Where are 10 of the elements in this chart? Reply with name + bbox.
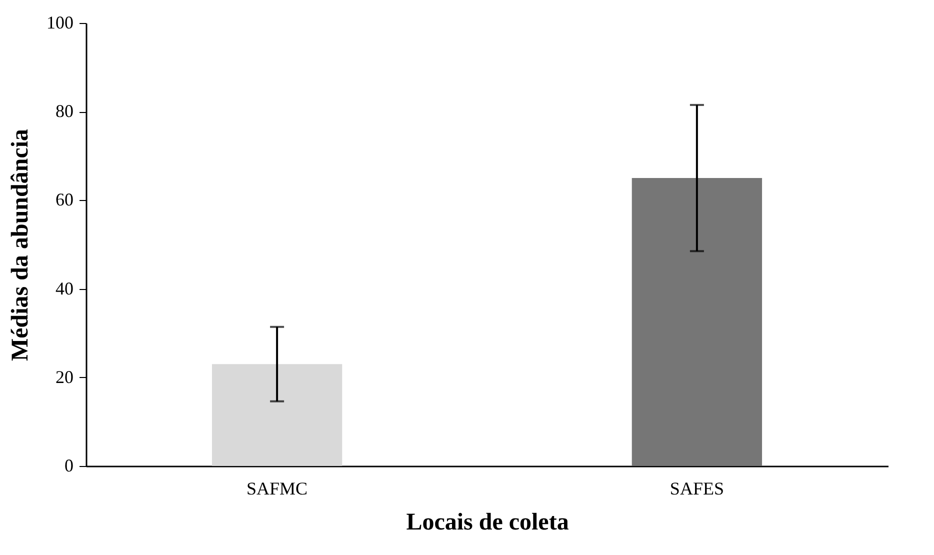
y-tick-label: 100 xyxy=(46,12,74,32)
y-tick-label: 20 xyxy=(56,366,74,387)
x-axis-title: Locais de coleta xyxy=(406,510,569,536)
y-axis-title: Médias da abundância xyxy=(8,128,34,362)
y-tick-label: 60 xyxy=(56,190,74,210)
y-tick-label: 80 xyxy=(56,101,74,122)
x-tick-label: SAFES xyxy=(670,478,724,498)
x-tick-label: SAFMC xyxy=(246,478,308,498)
y-tick-label: 0 xyxy=(64,456,74,476)
y-tick-label: 40 xyxy=(56,278,74,298)
